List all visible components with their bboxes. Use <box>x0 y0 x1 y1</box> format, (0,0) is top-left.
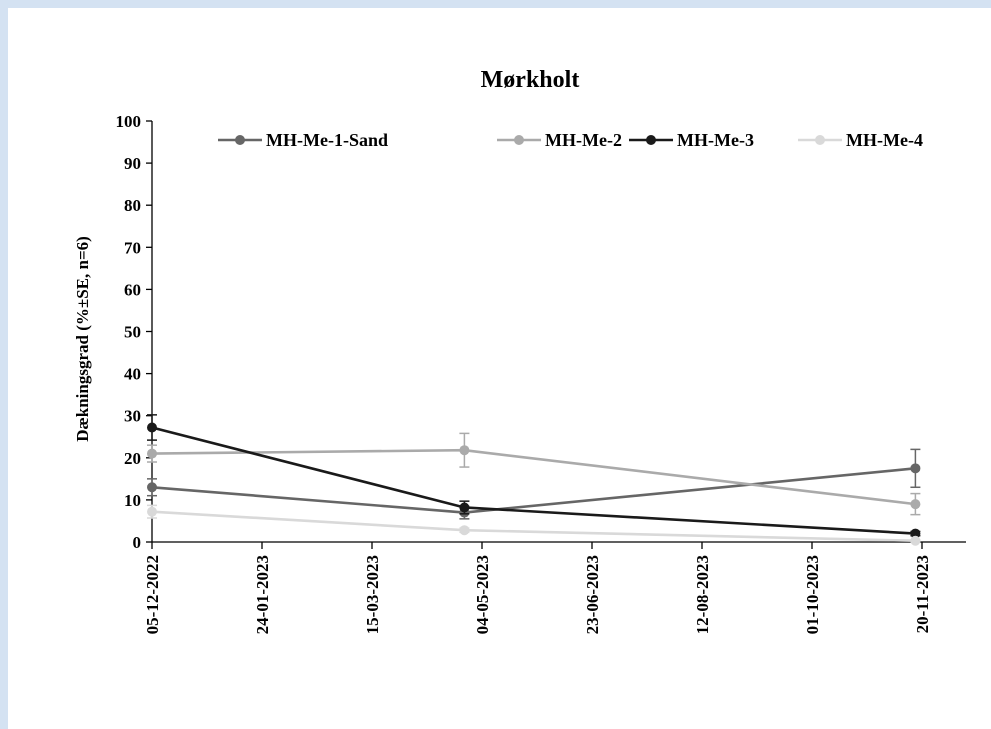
legend-item: MH-Me-3 <box>629 130 754 150</box>
y-tick-label: 50 <box>124 323 141 342</box>
x-tick-label: 23-06-2023 <box>583 555 602 634</box>
x-tick-label: 15-03-2023 <box>363 555 382 634</box>
data-point <box>910 535 921 546</box>
data-point <box>910 463 921 474</box>
data-point <box>147 506 157 517</box>
x-tick-label: 01-10-2023 <box>803 555 822 634</box>
data-point <box>147 482 157 493</box>
y-tick-label: 20 <box>124 449 141 468</box>
legend-label: MH-Me-1-Sand <box>266 130 388 150</box>
series-MH-Me-3 <box>147 414 921 539</box>
x-tick-label: 05-12-2022 <box>143 555 162 634</box>
data-point <box>910 528 921 539</box>
data-point <box>147 448 157 459</box>
legend-label: MH-Me-3 <box>677 130 754 150</box>
legend-swatch-marker <box>514 135 524 145</box>
y-tick-label: 0 <box>133 533 142 552</box>
x-tick-label: 12-08-2023 <box>693 555 712 634</box>
x-tick-label: 20-11-2023 <box>913 555 932 633</box>
x-tick-label: 04-05-2023 <box>473 555 492 634</box>
legend: MH-Me-1-Sand MH-Me-2 MH-Me-3 MH-Me-4 <box>218 130 923 150</box>
legend-item: MH-Me-2 <box>497 130 622 150</box>
y-tick-label: 40 <box>124 365 141 384</box>
series-MH-Me-2 <box>147 432 921 516</box>
data-point <box>910 499 921 510</box>
y-tick-label: 100 <box>116 112 142 131</box>
y-tick-label: 70 <box>124 238 141 257</box>
data-point <box>459 502 470 513</box>
y-tick-label: 80 <box>124 196 141 215</box>
legend-label: MH-Me-2 <box>545 130 622 150</box>
legend-item: MH-Me-4 <box>798 130 923 150</box>
legend-swatch-marker <box>815 135 825 145</box>
chart-frame: Mørkholt Dækningsgrad (%±SE, n=6) MH-Me-… <box>8 8 991 729</box>
y-tick-label: 30 <box>124 407 141 426</box>
y-tick-label: 10 <box>124 491 141 510</box>
series-MH-Me-4 <box>147 504 921 546</box>
legend-swatch-marker <box>235 135 245 145</box>
data-point <box>459 445 470 456</box>
data-point <box>147 422 157 433</box>
y-tick-label: 60 <box>124 280 141 299</box>
x-tick-label: 24-01-2023 <box>253 555 272 634</box>
legend-item: MH-Me-1-Sand <box>218 130 388 150</box>
chart-title: Mørkholt <box>481 67 580 93</box>
data-point <box>459 525 470 536</box>
chart: Mørkholt Dækningsgrad (%±SE, n=6) MH-Me-… <box>73 67 966 634</box>
legend-label: MH-Me-4 <box>846 130 923 150</box>
legend-swatch-marker <box>646 135 656 145</box>
y-tick-label: 90 <box>124 154 141 173</box>
y-axis-title: Dækningsgrad (%±SE, n=6) <box>73 236 92 442</box>
axes: 0 10 20 30 40 50 60 70 80 90 100 05-12-2022 24-01-20… <box>116 112 966 634</box>
series-layer <box>147 414 921 546</box>
